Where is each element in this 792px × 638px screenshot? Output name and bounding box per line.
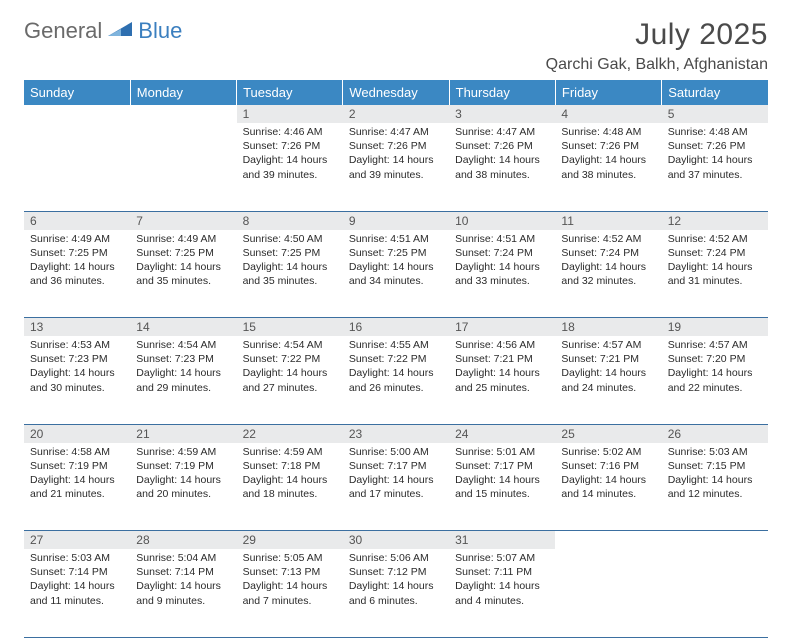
day-number-cell: 22 [237,424,343,443]
weekday-header: Tuesday [237,80,343,105]
day-number-cell: 17 [449,318,555,337]
day-number-cell: 26 [662,424,768,443]
day-content-cell: Sunrise: 4:51 AMSunset: 7:25 PMDaylight:… [343,230,449,318]
day-number-cell: 23 [343,424,449,443]
location: Qarchi Gak, Balkh, Afghanistan [546,56,768,74]
brand-part1: General [24,18,102,44]
weekday-header: Saturday [662,80,768,105]
day-content-row: Sunrise: 4:49 AMSunset: 7:25 PMDaylight:… [24,230,768,318]
day-content-cell: Sunrise: 5:04 AMSunset: 7:14 PMDaylight:… [130,549,236,637]
day-number-cell: 16 [343,318,449,337]
day-number-row: 13141516171819 [24,318,768,337]
day-content-cell: Sunrise: 4:58 AMSunset: 7:19 PMDaylight:… [24,443,130,531]
day-number-cell: 10 [449,211,555,230]
day-number-cell: 15 [237,318,343,337]
day-number-cell: 11 [555,211,661,230]
day-content-cell: Sunrise: 5:03 AMSunset: 7:15 PMDaylight:… [662,443,768,531]
day-content-cell: Sunrise: 4:52 AMSunset: 7:24 PMDaylight:… [662,230,768,318]
weekday-header: Wednesday [343,80,449,105]
day-content-cell: Sunrise: 4:57 AMSunset: 7:20 PMDaylight:… [662,336,768,424]
day-content-cell: Sunrise: 4:47 AMSunset: 7:26 PMDaylight:… [449,123,555,211]
day-number-cell: 27 [24,531,130,550]
day-number-cell: 29 [237,531,343,550]
weekday-header-row: Sunday Monday Tuesday Wednesday Thursday… [24,80,768,105]
day-number-cell: 13 [24,318,130,337]
day-content-cell [662,549,768,637]
day-number-cell: 20 [24,424,130,443]
day-number-cell: 19 [662,318,768,337]
weekday-header: Friday [555,80,661,105]
day-content-cell: Sunrise: 4:59 AMSunset: 7:18 PMDaylight:… [237,443,343,531]
day-content-cell: Sunrise: 5:07 AMSunset: 7:11 PMDaylight:… [449,549,555,637]
day-content-row: Sunrise: 4:58 AMSunset: 7:19 PMDaylight:… [24,443,768,531]
day-content-cell: Sunrise: 5:06 AMSunset: 7:12 PMDaylight:… [343,549,449,637]
day-content-cell: Sunrise: 5:03 AMSunset: 7:14 PMDaylight:… [24,549,130,637]
day-number-cell: 6 [24,211,130,230]
day-content-cell: Sunrise: 4:46 AMSunset: 7:26 PMDaylight:… [237,123,343,211]
day-number-cell [662,531,768,550]
day-content-cell: Sunrise: 4:53 AMSunset: 7:23 PMDaylight:… [24,336,130,424]
day-content-cell: Sunrise: 5:01 AMSunset: 7:17 PMDaylight:… [449,443,555,531]
day-number-cell: 24 [449,424,555,443]
day-content-cell: Sunrise: 4:47 AMSunset: 7:26 PMDaylight:… [343,123,449,211]
day-number-cell [555,531,661,550]
day-content-row: Sunrise: 4:53 AMSunset: 7:23 PMDaylight:… [24,336,768,424]
day-content-cell: Sunrise: 4:59 AMSunset: 7:19 PMDaylight:… [130,443,236,531]
day-number-cell: 12 [662,211,768,230]
day-content-cell: Sunrise: 4:55 AMSunset: 7:22 PMDaylight:… [343,336,449,424]
day-content-cell: Sunrise: 5:05 AMSunset: 7:13 PMDaylight:… [237,549,343,637]
day-content-cell: Sunrise: 4:51 AMSunset: 7:24 PMDaylight:… [449,230,555,318]
day-number-cell: 3 [449,105,555,123]
day-number-cell: 8 [237,211,343,230]
day-number-cell: 7 [130,211,236,230]
brand-part2: Blue [138,18,182,44]
brand-logo: General Blue [24,18,182,44]
day-number-row: 2728293031 [24,531,768,550]
weekday-header: Thursday [449,80,555,105]
day-content-cell: Sunrise: 4:48 AMSunset: 7:26 PMDaylight:… [662,123,768,211]
title-block: July 2025 Qarchi Gak, Balkh, Afghanistan [546,18,768,74]
day-content-cell [130,123,236,211]
day-number-cell: 21 [130,424,236,443]
day-content-cell: Sunrise: 4:54 AMSunset: 7:22 PMDaylight:… [237,336,343,424]
day-number-row: 6789101112 [24,211,768,230]
day-content-cell: Sunrise: 5:00 AMSunset: 7:17 PMDaylight:… [343,443,449,531]
day-number-cell: 30 [343,531,449,550]
day-content-cell: Sunrise: 4:54 AMSunset: 7:23 PMDaylight:… [130,336,236,424]
day-number-row: 12345 [24,105,768,123]
day-content-row: Sunrise: 4:46 AMSunset: 7:26 PMDaylight:… [24,123,768,211]
day-content-row: Sunrise: 5:03 AMSunset: 7:14 PMDaylight:… [24,549,768,637]
day-number-cell: 4 [555,105,661,123]
month-title: July 2025 [546,18,768,52]
day-content-cell: Sunrise: 4:52 AMSunset: 7:24 PMDaylight:… [555,230,661,318]
day-number-cell: 28 [130,531,236,550]
day-number-cell: 9 [343,211,449,230]
day-number-cell: 25 [555,424,661,443]
day-content-cell: Sunrise: 4:49 AMSunset: 7:25 PMDaylight:… [130,230,236,318]
day-content-cell: Sunrise: 4:48 AMSunset: 7:26 PMDaylight:… [555,123,661,211]
day-number-cell: 1 [237,105,343,123]
day-content-cell: Sunrise: 4:50 AMSunset: 7:25 PMDaylight:… [237,230,343,318]
brand-triangle-icon [108,20,134,43]
day-number-cell: 14 [130,318,236,337]
day-number-cell: 31 [449,531,555,550]
day-content-cell: Sunrise: 4:49 AMSunset: 7:25 PMDaylight:… [24,230,130,318]
day-content-cell: Sunrise: 4:57 AMSunset: 7:21 PMDaylight:… [555,336,661,424]
day-number-cell: 2 [343,105,449,123]
header: General Blue July 2025 Qarchi Gak, Balkh… [24,18,768,74]
day-content-cell: Sunrise: 5:02 AMSunset: 7:16 PMDaylight:… [555,443,661,531]
day-number-cell [130,105,236,123]
day-content-cell [24,123,130,211]
day-number-cell: 5 [662,105,768,123]
day-number-cell [24,105,130,123]
weekday-header: Monday [130,80,236,105]
day-number-row: 20212223242526 [24,424,768,443]
calendar-table: Sunday Monday Tuesday Wednesday Thursday… [24,80,768,638]
weekday-header: Sunday [24,80,130,105]
day-content-cell [555,549,661,637]
day-number-cell: 18 [555,318,661,337]
day-content-cell: Sunrise: 4:56 AMSunset: 7:21 PMDaylight:… [449,336,555,424]
